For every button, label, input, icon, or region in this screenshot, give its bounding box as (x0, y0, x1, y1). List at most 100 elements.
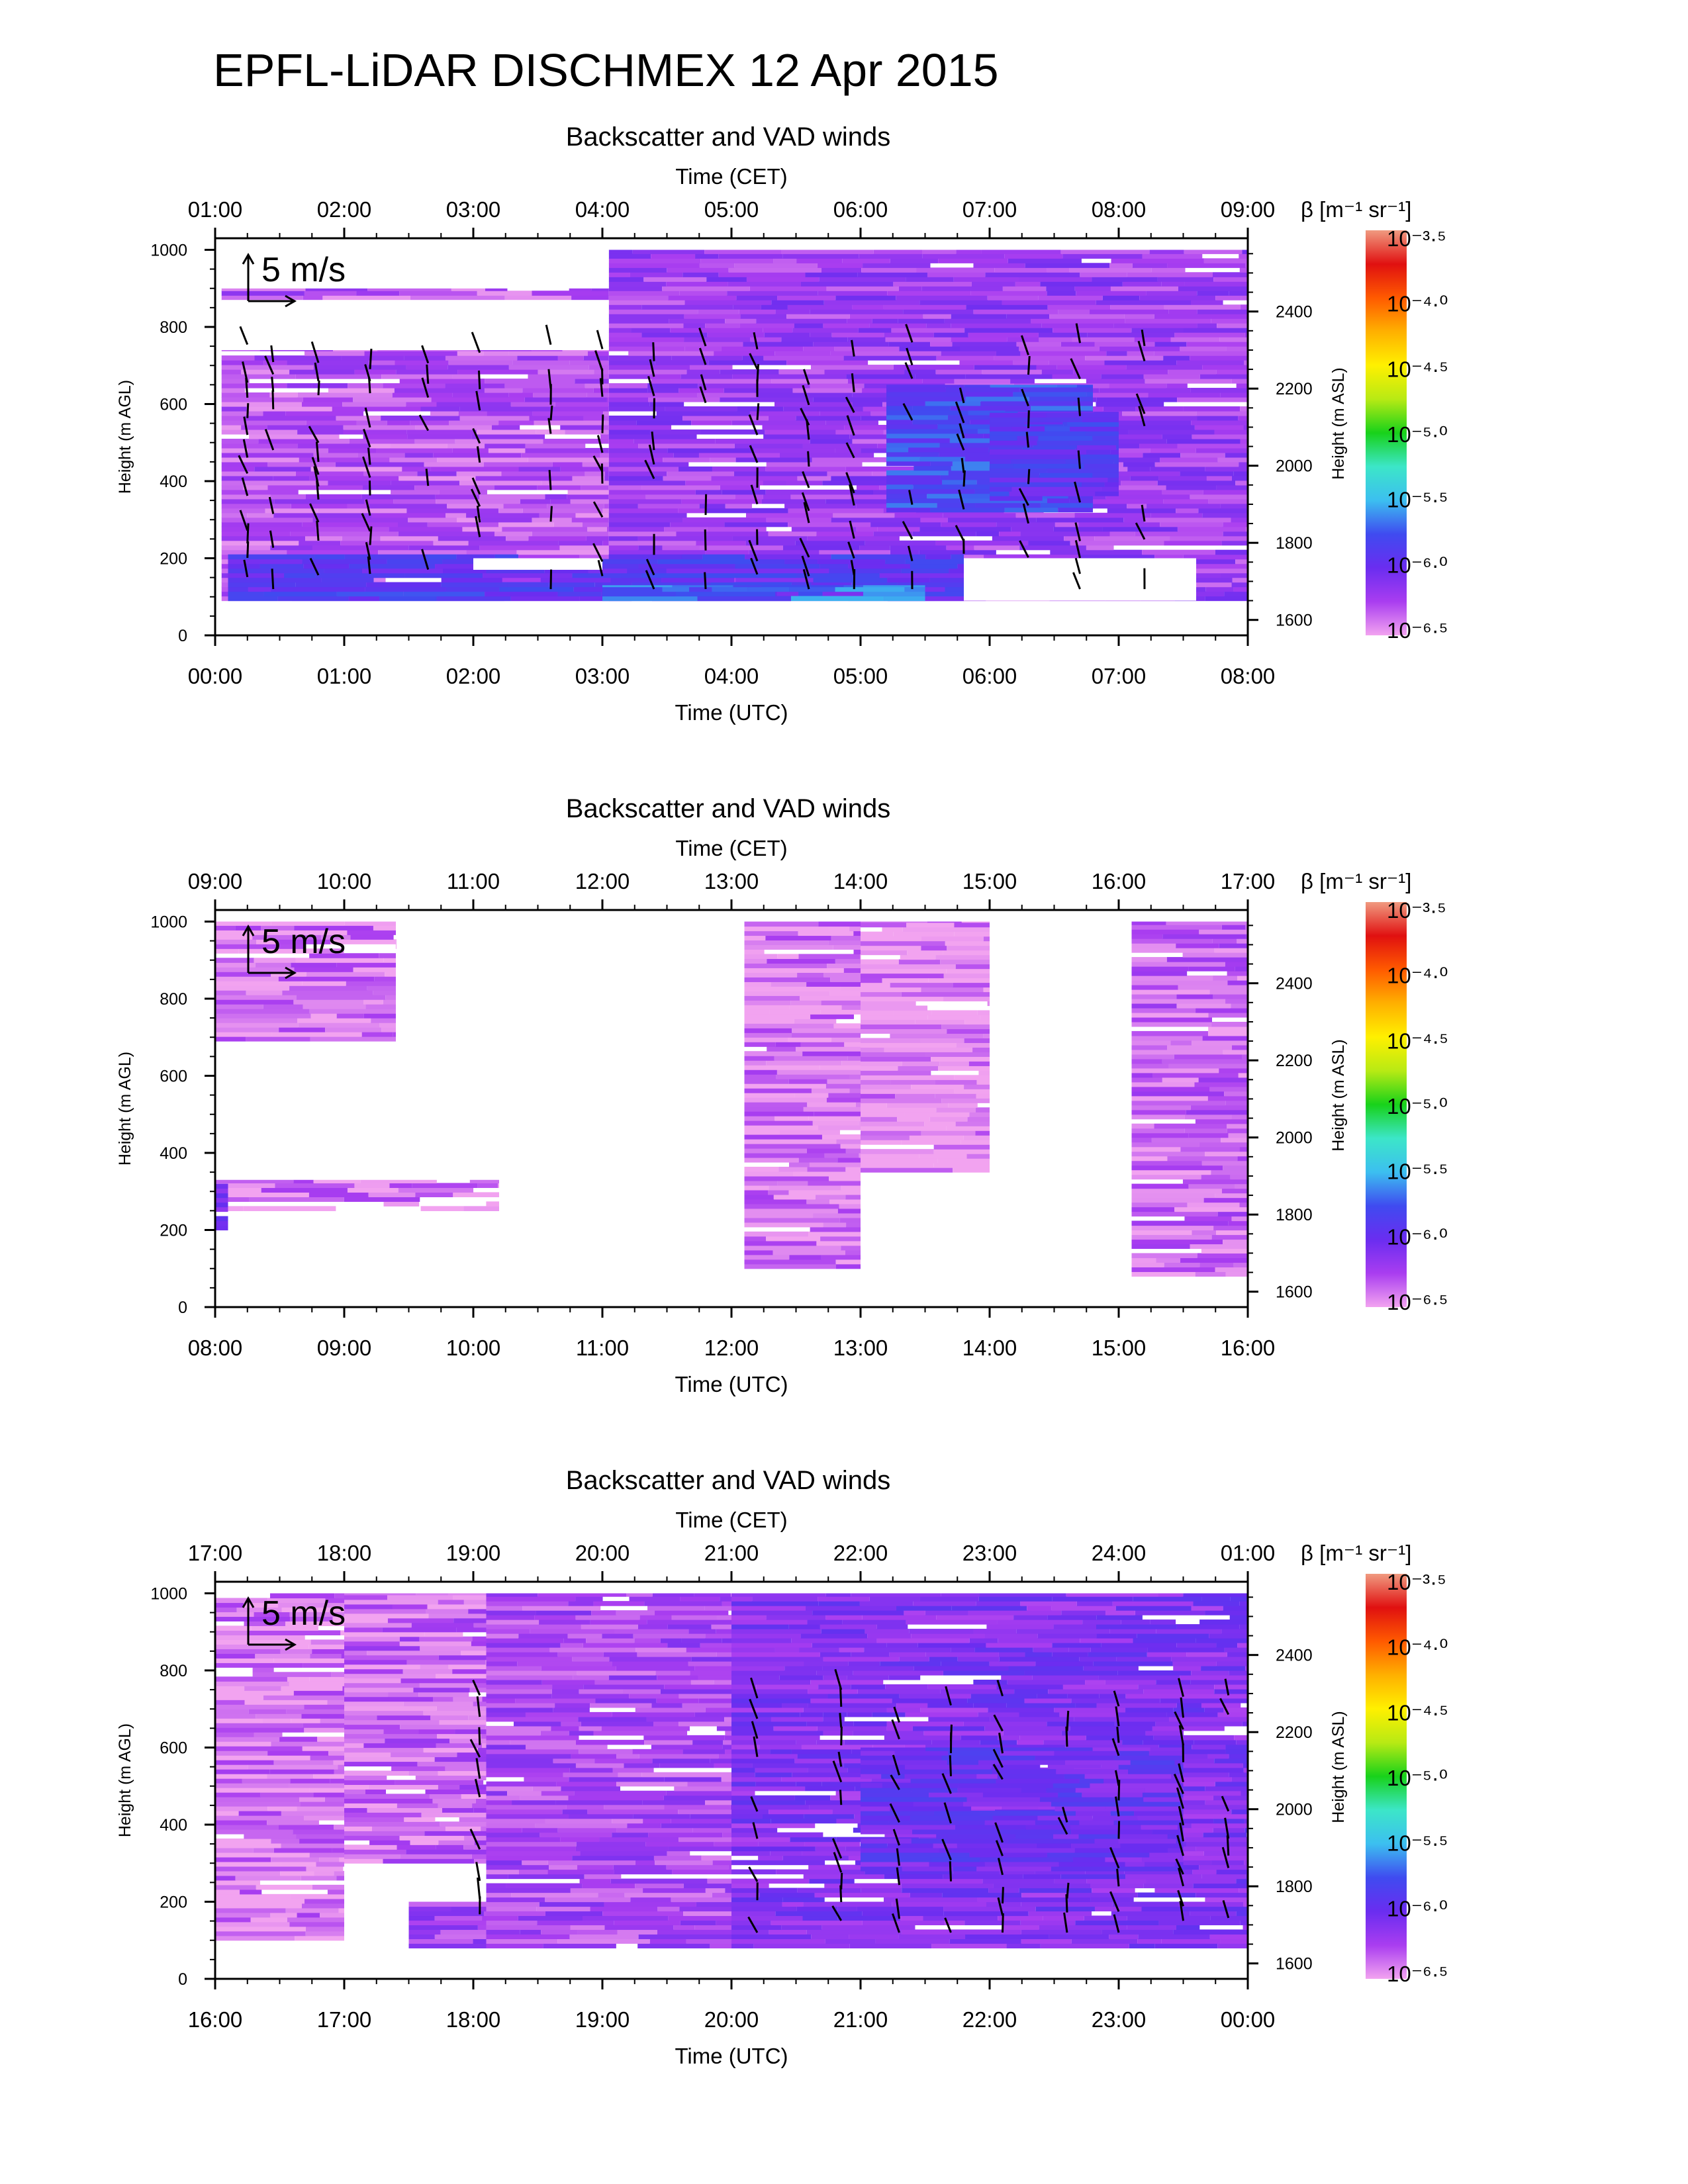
backscatter-cell (969, 1852, 1047, 1858)
backscatter-cell (486, 1633, 519, 1639)
backscatter-cell (414, 484, 494, 490)
backscatter-cell (228, 572, 285, 578)
backscatter-cell (812, 1610, 904, 1615)
backscatter-cell (998, 1638, 1080, 1643)
top-axis-label: Time (CET) (675, 164, 787, 189)
backscatter-cell (744, 944, 833, 950)
backscatter-cell (927, 1684, 997, 1690)
backscatter-cell (976, 1093, 990, 1099)
backscatter-cell (215, 1013, 311, 1019)
wind-arrow (833, 1852, 843, 1873)
backscatter-cell (1148, 392, 1221, 398)
backscatter-cell (608, 253, 651, 259)
backscatter-cell (309, 475, 399, 481)
backscatter-cell (399, 1636, 420, 1642)
backscatter-cell (602, 1911, 684, 1917)
wind-arrow (594, 350, 604, 372)
backscatter-cell (931, 1943, 1007, 1948)
backscatter-cell (1168, 1063, 1248, 1069)
backscatter-cell (1126, 365, 1203, 370)
backscatter-cell (215, 1027, 279, 1032)
backscatter-cell (1013, 463, 1084, 469)
backscatter-cell (835, 1259, 861, 1265)
backscatter-cell (762, 1813, 804, 1819)
backscatter-cell (581, 1624, 638, 1629)
backscatter-cell (947, 945, 990, 951)
backscatter-cell (813, 577, 888, 583)
backscatter-cell (940, 475, 1014, 480)
backscatter-cell (1205, 1786, 1248, 1792)
backscatter-cell (1238, 1072, 1248, 1078)
backscatter-cell (426, 554, 457, 560)
backscatter-cell (861, 1005, 928, 1011)
backscatter-cell (1133, 1638, 1196, 1643)
wind-arrow (1072, 572, 1081, 590)
backscatter-cell (1105, 1856, 1143, 1862)
backscatter-cell (1214, 1758, 1248, 1764)
data-gap (221, 250, 609, 289)
backscatter-cell (486, 1813, 569, 1819)
backscatter-cell (886, 428, 978, 434)
backscatter-cell (989, 1661, 1036, 1666)
backscatter-cell (1014, 1688, 1049, 1694)
backscatter-cell (1051, 1866, 1112, 1872)
backscatter-cell (1131, 1068, 1219, 1073)
backscatter-cell (215, 985, 290, 991)
backscatter-cell (940, 959, 990, 965)
backscatter-cell (803, 1874, 884, 1880)
backscatter-cell (638, 545, 663, 551)
backscatter-cell (666, 1790, 731, 1796)
backscatter-cell (1186, 1652, 1227, 1657)
backscatter-cell (965, 1934, 1049, 1940)
backscatter-cell (333, 349, 378, 351)
backscatter-cell (221, 549, 287, 555)
backscatter-cell (344, 1844, 397, 1850)
backscatter-cell (221, 295, 303, 300)
backscatter-cell (1154, 351, 1248, 356)
backscatter-cell (215, 1811, 239, 1816)
backscatter-cell (344, 1807, 367, 1813)
wind-arrow (905, 324, 914, 343)
backscatter-cell (1236, 1911, 1248, 1917)
backscatter-cell (1182, 1762, 1243, 1768)
backscatter-cell (1047, 1762, 1102, 1768)
backscatter-cell (608, 424, 672, 430)
wind-arrow (599, 378, 604, 397)
backscatter-cell (1092, 1888, 1135, 1893)
backscatter-cell (711, 1624, 731, 1629)
backscatter-cell (562, 349, 609, 351)
backscatter-cell (947, 1760, 978, 1765)
backscatter-cell (569, 288, 592, 291)
backscatter-cell (632, 250, 705, 254)
backscatter-cell (974, 365, 1037, 370)
backscatter-cell (1220, 572, 1248, 578)
backscatter-cell (486, 1827, 522, 1833)
backscatter-cell (455, 438, 543, 444)
backscatter-cell (796, 1739, 817, 1745)
backscatter-cell (608, 466, 679, 472)
backscatter-cell (1065, 1760, 1131, 1765)
backscatter-cell (281, 1686, 343, 1691)
backscatter-cell (1027, 1606, 1052, 1611)
backscatter-cell (477, 291, 532, 296)
backscatter-cell (704, 1799, 731, 1805)
backscatter-cell (608, 365, 690, 370)
backscatter-cell (215, 1032, 272, 1037)
backscatter-cell (1197, 1253, 1248, 1259)
backscatter-cell (1127, 272, 1213, 277)
backscatter-cell (1086, 379, 1145, 384)
backscatter-cell (577, 1864, 614, 1870)
backscatter-cell (327, 1889, 344, 1895)
backscatter-cell (776, 591, 799, 597)
backscatter-cell (980, 1856, 1073, 1862)
backscatter-cell (1020, 531, 1078, 537)
backscatter-cell (395, 1780, 484, 1786)
backscatter-cell (963, 1801, 1051, 1807)
backscatter-cell (524, 397, 607, 402)
backscatter-cell (1131, 1239, 1223, 1245)
backscatter-cell (731, 1624, 789, 1629)
backscatter-cell (886, 387, 946, 392)
backscatter-cell (306, 1866, 344, 1872)
backscatter-cell (905, 559, 964, 565)
backscatter-cell (298, 1023, 380, 1028)
